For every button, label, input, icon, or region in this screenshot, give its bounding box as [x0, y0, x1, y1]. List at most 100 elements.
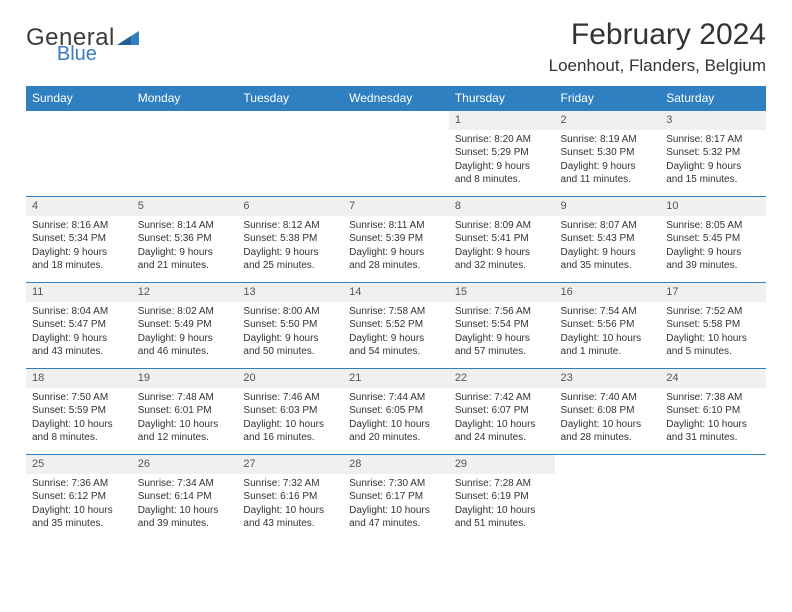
sunset-text: Sunset: 5:49 PM	[138, 318, 232, 332]
calendar-table: Sunday Monday Tuesday Wednesday Thursday…	[26, 86, 766, 541]
day-cell: 9Sunrise: 8:07 AMSunset: 5:43 PMDaylight…	[555, 197, 661, 283]
daylight-text: Daylight: 10 hours and 28 minutes.	[561, 418, 655, 445]
day-cell: 28Sunrise: 7:30 AMSunset: 6:17 PMDayligh…	[343, 455, 449, 541]
sunrise-text: Sunrise: 8:04 AM	[32, 305, 126, 319]
day-cell: 8Sunrise: 8:09 AMSunset: 5:41 PMDaylight…	[449, 197, 555, 283]
sunset-text: Sunset: 5:47 PM	[32, 318, 126, 332]
daylight-text: Daylight: 10 hours and 39 minutes.	[138, 504, 232, 531]
day-number	[660, 455, 766, 459]
day-number: 28	[343, 455, 449, 474]
day-number: 18	[26, 369, 132, 388]
day-number: 11	[26, 283, 132, 302]
sunset-text: Sunset: 5:29 PM	[455, 146, 549, 160]
location-subtitle: Loenhout, Flanders, Belgium	[549, 56, 766, 76]
day-cell: 18Sunrise: 7:50 AMSunset: 5:59 PMDayligh…	[26, 369, 132, 455]
day-cell: 19Sunrise: 7:48 AMSunset: 6:01 PMDayligh…	[132, 369, 238, 455]
sunset-text: Sunset: 5:50 PM	[243, 318, 337, 332]
sunrise-text: Sunrise: 8:05 AM	[666, 219, 760, 233]
daylight-text: Daylight: 9 hours and 39 minutes.	[666, 246, 760, 273]
daylight-text: Daylight: 9 hours and 25 minutes.	[243, 246, 337, 273]
sunset-text: Sunset: 5:36 PM	[138, 232, 232, 246]
day-number	[237, 111, 343, 115]
daylight-text: Daylight: 9 hours and 35 minutes.	[561, 246, 655, 273]
daylight-text: Daylight: 10 hours and 51 minutes.	[455, 504, 549, 531]
col-wednesday: Wednesday	[343, 86, 449, 111]
sunrise-text: Sunrise: 7:32 AM	[243, 477, 337, 491]
sunset-text: Sunset: 6:16 PM	[243, 490, 337, 504]
day-header-row: Sunday Monday Tuesday Wednesday Thursday…	[26, 86, 766, 111]
day-cell: 25Sunrise: 7:36 AMSunset: 6:12 PMDayligh…	[26, 455, 132, 541]
day-number: 13	[237, 283, 343, 302]
header: General Blue February 2024 Loenhout, Fla…	[26, 18, 766, 76]
day-cell: 4Sunrise: 8:16 AMSunset: 5:34 PMDaylight…	[26, 197, 132, 283]
daylight-text: Daylight: 10 hours and 1 minute.	[561, 332, 655, 359]
sunrise-text: Sunrise: 8:14 AM	[138, 219, 232, 233]
sunset-text: Sunset: 6:17 PM	[349, 490, 443, 504]
day-cell	[237, 111, 343, 197]
day-number: 4	[26, 197, 132, 216]
day-number	[555, 455, 661, 459]
sunrise-text: Sunrise: 8:02 AM	[138, 305, 232, 319]
daylight-text: Daylight: 9 hours and 8 minutes.	[455, 160, 549, 187]
sunset-text: Sunset: 6:19 PM	[455, 490, 549, 504]
sunrise-text: Sunrise: 8:00 AM	[243, 305, 337, 319]
day-number	[132, 111, 238, 115]
title-block: February 2024 Loenhout, Flanders, Belgiu…	[549, 18, 766, 76]
daylight-text: Daylight: 10 hours and 24 minutes.	[455, 418, 549, 445]
day-cell: 6 Sunrise: 8:12 AMSunset: 5:38 PMDaylight…	[237, 197, 343, 283]
sunset-text: Sunset: 5:34 PM	[32, 232, 126, 246]
sunset-text: Sunset: 5:30 PM	[561, 146, 655, 160]
day-cell: 16Sunrise: 7:54 AMSunset: 5:56 PMDayligh…	[555, 283, 661, 369]
sunset-text: Sunset: 5:43 PM	[561, 232, 655, 246]
sunset-text: Sunset: 6:08 PM	[561, 404, 655, 418]
sunset-text: Sunset: 6:14 PM	[138, 490, 232, 504]
day-number: 6	[237, 197, 343, 216]
sunset-text: Sunset: 6:07 PM	[455, 404, 549, 418]
daylight-text: Daylight: 9 hours and 46 minutes.	[138, 332, 232, 359]
day-number: 10	[660, 197, 766, 216]
sunrise-text: Sunrise: 7:48 AM	[138, 391, 232, 405]
day-cell: 15Sunrise: 7:56 AMSunset: 5:54 PMDayligh…	[449, 283, 555, 369]
sunrise-text: Sunrise: 7:46 AM	[243, 391, 337, 405]
daylight-text: Daylight: 10 hours and 8 minutes.	[32, 418, 126, 445]
day-cell	[660, 455, 766, 541]
day-cell: 14Sunrise: 7:58 AMSunset: 5:52 PMDayligh…	[343, 283, 449, 369]
day-cell: 1Sunrise: 8:20 AMSunset: 5:29 PMDaylight…	[449, 111, 555, 197]
day-cell: 26Sunrise: 7:34 AMSunset: 6:14 PMDayligh…	[132, 455, 238, 541]
sunrise-text: Sunrise: 7:42 AM	[455, 391, 549, 405]
sunset-text: Sunset: 5:39 PM	[349, 232, 443, 246]
day-number: 8	[449, 197, 555, 216]
sunrise-text: Sunrise: 7:36 AM	[32, 477, 126, 491]
day-cell: 29Sunrise: 7:28 AMSunset: 6:19 PMDayligh…	[449, 455, 555, 541]
sunset-text: Sunset: 5:45 PM	[666, 232, 760, 246]
sunset-text: Sunset: 5:32 PM	[666, 146, 760, 160]
col-tuesday: Tuesday	[237, 86, 343, 111]
daylight-text: Daylight: 9 hours and 54 minutes.	[349, 332, 443, 359]
sunrise-text: Sunrise: 8:12 AM	[243, 219, 337, 233]
day-cell	[555, 455, 661, 541]
day-cell: 27Sunrise: 7:32 AMSunset: 6:16 PMDayligh…	[237, 455, 343, 541]
daylight-text: Daylight: 9 hours and 32 minutes.	[455, 246, 549, 273]
daylight-text: Daylight: 9 hours and 15 minutes.	[666, 160, 760, 187]
sunrise-text: Sunrise: 7:40 AM	[561, 391, 655, 405]
sunrise-text: Sunrise: 7:44 AM	[349, 391, 443, 405]
sunrise-text: Sunrise: 8:09 AM	[455, 219, 549, 233]
sunset-text: Sunset: 5:38 PM	[243, 232, 337, 246]
sunset-text: Sunset: 5:58 PM	[666, 318, 760, 332]
daylight-text: Daylight: 10 hours and 12 minutes.	[138, 418, 232, 445]
daylight-text: Daylight: 9 hours and 50 minutes.	[243, 332, 337, 359]
week-row: 11 Sunrise: 8:04 AMSunset: 5:47 PM Dayligh…	[26, 283, 766, 369]
sunrise-text: Sunrise: 7:58 AM	[349, 305, 443, 319]
day-cell	[132, 111, 238, 197]
day-number	[26, 111, 132, 115]
daylight-text: Daylight: 10 hours and 5 minutes.	[666, 332, 760, 359]
day-cell: 20Sunrise: 7:46 AMSunset: 6:03 PMDayligh…	[237, 369, 343, 455]
day-number: 9	[555, 197, 661, 216]
sunrise-text: Sunrise: 8:20 AM	[455, 133, 549, 147]
day-cell: 5Sunrise: 8:14 AMSunset: 5:36 PMDaylight…	[132, 197, 238, 283]
day-number: 16	[555, 283, 661, 302]
day-number: 23	[555, 369, 661, 388]
week-row: 18Sunrise: 7:50 AMSunset: 5:59 PMDayligh…	[26, 369, 766, 455]
sunset-text: Sunset: 6:01 PM	[138, 404, 232, 418]
day-number: 25	[26, 455, 132, 474]
